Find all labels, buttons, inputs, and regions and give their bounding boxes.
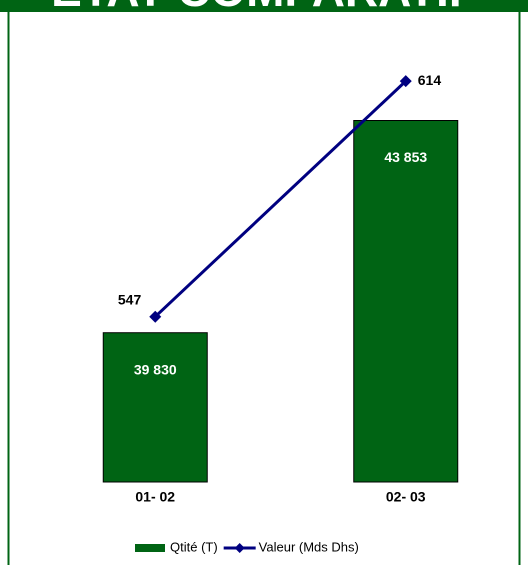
legend-label: Valeur (Mds Dhs) xyxy=(259,539,359,554)
chart-title: ETAT COMPARATIF xyxy=(51,0,477,16)
data-label: 43 853 xyxy=(384,149,427,165)
data-label: 614 xyxy=(418,72,442,88)
legend-swatch xyxy=(135,544,165,552)
line xyxy=(154,80,407,318)
legend-marker xyxy=(234,543,245,553)
line-marker xyxy=(399,75,412,88)
x-tick-label: 02- 03 xyxy=(386,489,426,505)
data-label: 547 xyxy=(118,291,142,307)
line-marker xyxy=(149,310,162,323)
title-band xyxy=(0,0,528,12)
bar xyxy=(102,332,208,483)
data-label: 39 830 xyxy=(134,361,177,377)
x-tick-label: 01- 02 xyxy=(135,489,175,505)
legend-label: Qtité (T) xyxy=(170,539,218,554)
bar xyxy=(353,120,459,483)
